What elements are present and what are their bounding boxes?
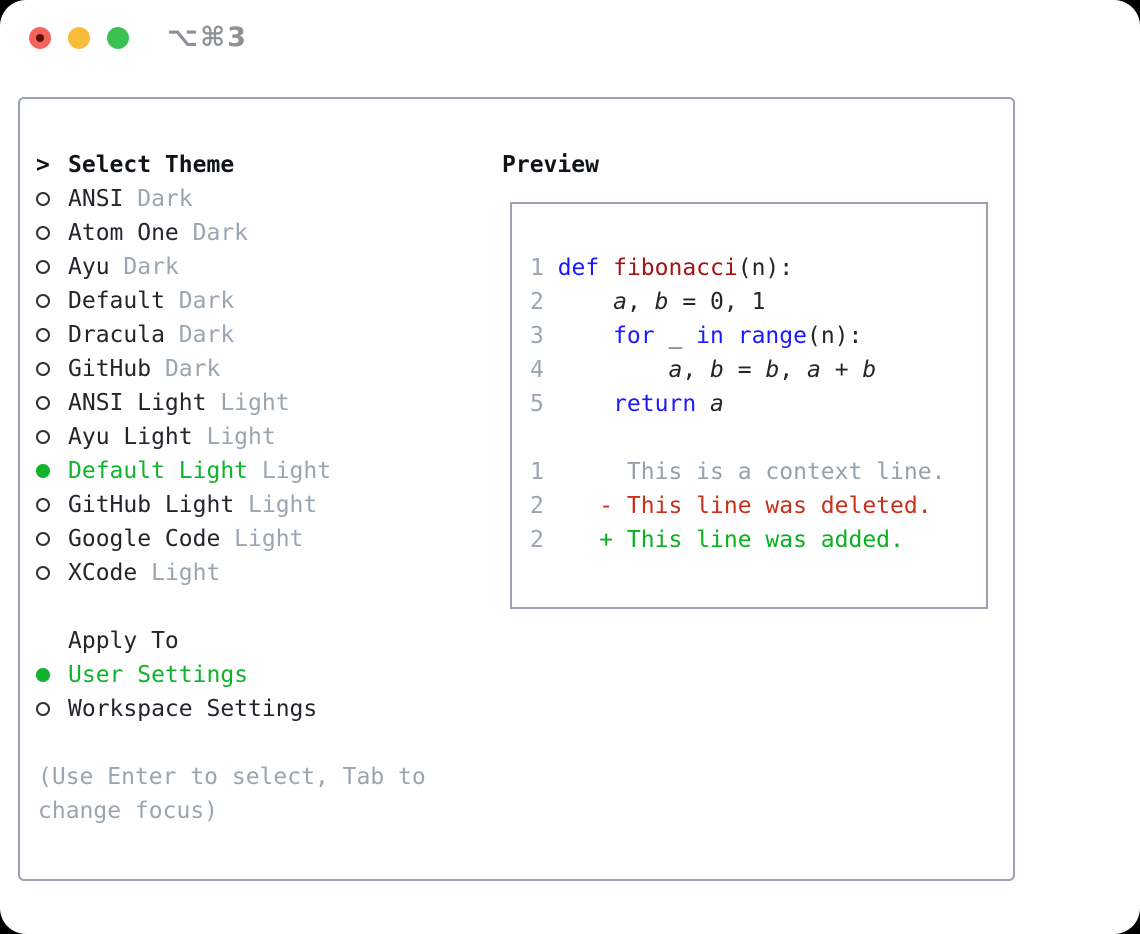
preview-line: 2 + This line was added. (530, 523, 986, 557)
radio-icon (36, 226, 50, 240)
code-content: This is a context line. (557, 459, 946, 485)
line-number: 4 (530, 357, 544, 383)
theme-option-atom-one[interactable]: Atom One Dark (36, 216, 426, 250)
spacer (36, 726, 426, 760)
theme-name: Atom One (68, 220, 179, 246)
radio-icon (36, 294, 50, 308)
preview-line: 1 This is a context line. (530, 455, 986, 489)
theme-option-github-light[interactable]: GitHub Light Light (36, 488, 426, 522)
theme-name: GitHub Light (68, 492, 235, 518)
preview-line: 1 def fibonacci(n): (530, 251, 986, 285)
theme-option-google-code[interactable]: Google Code Light (36, 522, 426, 556)
theme-name: Default Light (68, 458, 249, 484)
apply-option-name: Workspace Settings (68, 696, 318, 722)
theme-list-header: > Select Theme (36, 148, 426, 182)
theme-variant: Light (220, 390, 290, 416)
radio-icon (36, 260, 50, 274)
minimize-button[interactable] (68, 27, 90, 49)
theme-name: Google Code (68, 526, 221, 552)
code-content: + This line was added. (557, 527, 904, 553)
theme-variant: Dark (178, 288, 235, 314)
radio-icon (36, 498, 50, 512)
preview-line: 5 return a (530, 387, 986, 421)
theme-option-dracula[interactable]: Dracula Dark (36, 318, 426, 352)
theme-name: Ayu Light (68, 424, 193, 450)
radio-selected-icon (36, 464, 50, 478)
hint-text-line: (Use Enter to select, Tab to (38, 764, 426, 790)
code-content: a, b = b, a + b (668, 357, 877, 383)
hint-text-line: change focus) (38, 798, 219, 824)
theme-name: ANSI Light (68, 390, 207, 416)
theme-option-ansi[interactable]: ANSI Dark (36, 182, 426, 216)
spacer (36, 590, 426, 624)
theme-variant: Dark (123, 254, 179, 280)
line-number: 2 (530, 289, 544, 315)
radio-icon (36, 328, 50, 342)
line-number: 1 (530, 255, 544, 281)
theme-name: Default (68, 288, 165, 314)
theme-name: Ayu (68, 254, 110, 280)
code-content: def fibonacci(n): (557, 255, 794, 281)
preview-line: 3 for _ in range(n): (530, 319, 986, 353)
theme-picker-panel: > Select Theme ANSI Dark Atom One Dark Ayu Dark… (18, 97, 1015, 881)
theme-option-xcode[interactable]: XCode Light (36, 556, 426, 590)
apply-option-name: User Settings (68, 662, 249, 688)
window-title-shortcut: ⌥⌘3 (167, 22, 248, 53)
theme-name: GitHub (68, 356, 152, 382)
preview-line: 4 a, b = b, a + b (530, 353, 986, 387)
code-content: a, b = 0, 1 (613, 289, 766, 315)
preview-title: Preview (502, 152, 599, 178)
code-content: for _ in range(n): (613, 323, 863, 349)
theme-variant: Light (151, 560, 221, 586)
theme-variant: Dark (164, 356, 221, 382)
radio-icon (36, 702, 50, 716)
preview-line: 2 a, b = 0, 1 (530, 285, 986, 319)
radio-icon (36, 532, 50, 546)
theme-option-github[interactable]: GitHub Dark (36, 352, 426, 386)
theme-option-default-light[interactable]: Default Light Light (36, 454, 426, 488)
close-button[interactable] (29, 27, 51, 49)
apply-option-user-settings[interactable]: User Settings (36, 658, 426, 692)
theme-variant: Light (206, 424, 276, 450)
radio-selected-icon (36, 668, 50, 682)
apply-to-label: Apply To (68, 628, 179, 654)
preview-line (530, 421, 986, 455)
code-content: - This line was deleted. (557, 493, 932, 519)
theme-variant: Light (248, 492, 318, 518)
line-number: 2 (530, 493, 544, 519)
code-content: return a (613, 391, 724, 417)
radio-icon (36, 430, 50, 444)
theme-list: > Select Theme ANSI Dark Atom One Dark Ayu Dark… (36, 148, 426, 828)
theme-option-ayu[interactable]: Ayu Dark (36, 250, 426, 284)
radio-icon (36, 396, 50, 410)
theme-option-ayu-light[interactable]: Ayu Light Light (36, 420, 426, 454)
line-number: 1 (530, 459, 544, 485)
apply-option-workspace-settings[interactable]: Workspace Settings (36, 692, 426, 726)
theme-name: XCode (68, 560, 138, 586)
preview-line: 2 - This line was deleted. (530, 489, 986, 523)
radio-icon (36, 566, 50, 580)
theme-option-default[interactable]: Default Dark (36, 284, 426, 318)
theme-list-title: Select Theme (68, 152, 235, 178)
theme-variant: Light (261, 458, 332, 484)
apply-to-header: Apply To (36, 624, 426, 658)
line-number: 2 (530, 527, 544, 553)
line-number: 3 (530, 323, 544, 349)
radio-icon (36, 362, 50, 376)
radio-icon (36, 192, 50, 206)
line-number: 5 (530, 391, 544, 417)
theme-name: Dracula (68, 322, 165, 348)
theme-variant: Light (234, 526, 304, 552)
cursor-icon: > (36, 152, 50, 178)
theme-variant: Dark (137, 186, 193, 212)
zoom-button[interactable] (107, 27, 129, 49)
theme-option-ansi-light[interactable]: ANSI Light Light (36, 386, 426, 420)
theme-variant: Dark (178, 322, 235, 348)
theme-variant: Dark (192, 220, 249, 246)
theme-name: ANSI (68, 186, 124, 212)
